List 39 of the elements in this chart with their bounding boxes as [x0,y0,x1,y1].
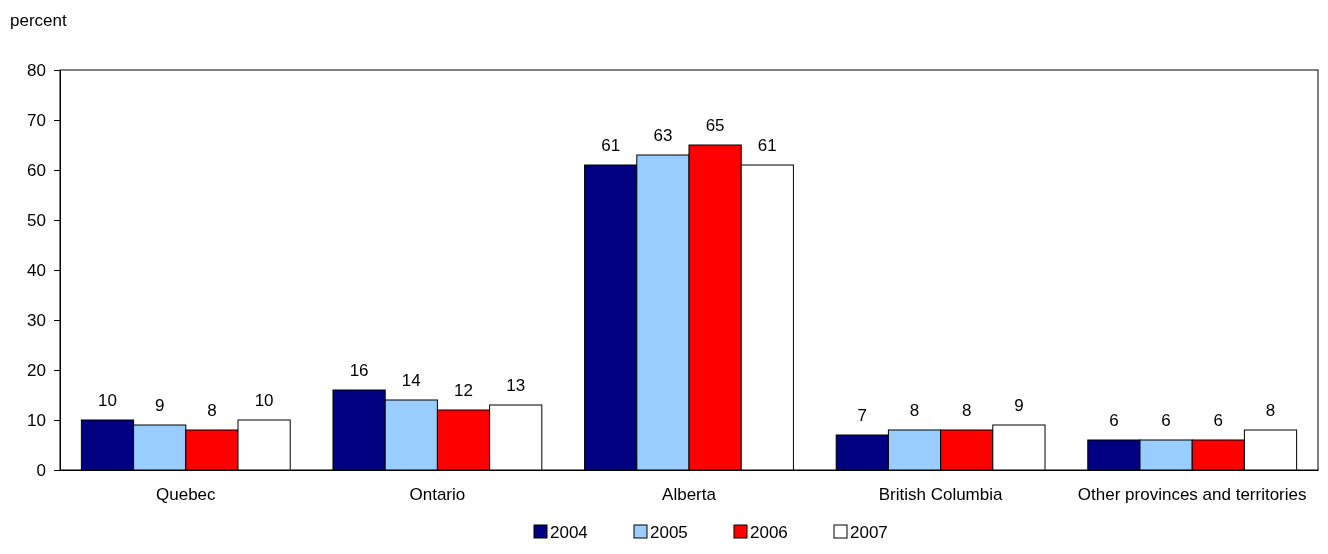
data-label: 8 [207,401,217,420]
y-tick-label: 10 [27,410,46,430]
legend-label: 2007 [850,523,888,542]
legend-label: 2006 [750,523,788,542]
data-label: 8 [1265,401,1276,420]
y-tick-label: 80 [27,60,46,80]
x-tick-label: British Columbia [878,485,1004,504]
data-label: 8 [909,401,920,420]
y-tick-label: 70 [27,110,46,130]
legend-label: 2005 [650,523,688,542]
data-label: 6 [1161,411,1171,430]
y-tick-label: 0 [36,460,46,480]
data-label: 9 [1014,396,1024,415]
data-label: 61 [601,136,621,155]
legend-label: 2004 [550,523,588,542]
data-label: 61 [757,136,777,155]
data-label: 10 [98,391,117,410]
data-label: 16 [349,361,369,380]
data-label: 63 [653,126,673,145]
y-tick-label: 20 [27,360,46,380]
x-tick-label: Quebec [156,485,217,504]
data-label: 14 [401,371,421,390]
x-tick-label: Alberta [662,485,717,504]
x-tick-label: Ontario [409,485,466,504]
y-axis-title: percent [10,11,67,30]
data-label: 6 [1213,411,1224,430]
data-label: 13 [506,376,526,395]
data-label: 10 [254,391,274,410]
data-label: 12 [454,381,473,400]
y-tick-label: 60 [27,160,46,180]
y-tick-label: 30 [27,310,46,330]
data-label: 7 [857,406,868,425]
data-label: 8 [961,401,972,420]
x-tick-label: Other provinces and territories [1077,485,1307,504]
data-label: 9 [154,396,165,415]
y-tick-label: 40 [27,260,46,280]
data-label: 65 [705,116,725,135]
y-tick-label: 50 [27,210,46,230]
data-label: 6 [1109,411,1119,430]
